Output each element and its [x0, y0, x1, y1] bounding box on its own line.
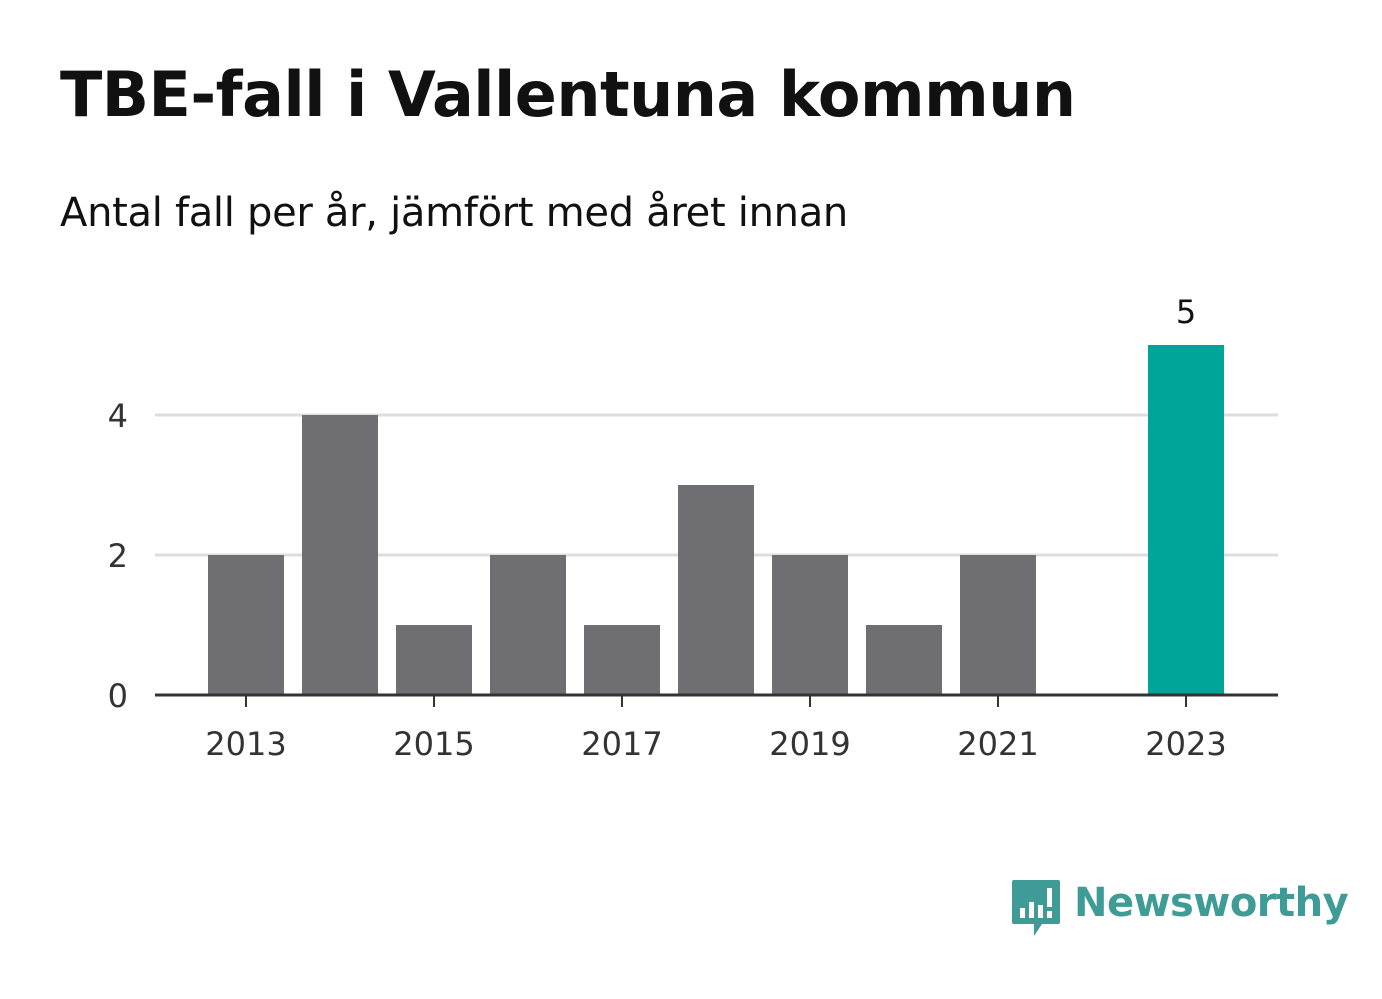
data-label: 5 [1176, 293, 1196, 331]
chart-subtitle: Antal fall per år, jämfört med året inna… [60, 190, 848, 236]
y-tick-label: 0 [108, 677, 128, 715]
bar [208, 555, 284, 694]
chart-title: TBE-fall i Vallentuna kommun [60, 58, 1076, 131]
x-tick-label: 2023 [1145, 725, 1226, 763]
x-tick-label: 2015 [393, 725, 474, 763]
newsworthy-logo-icon [1012, 880, 1060, 936]
bar [490, 555, 566, 694]
brand-name: Newsworthy [1074, 880, 1349, 926]
bar [678, 485, 754, 694]
bar [866, 625, 942, 694]
x-tick-label: 2021 [957, 725, 1038, 763]
bar [302, 415, 378, 694]
bar [960, 555, 1036, 694]
newsworthy-logo: Newsworthy [1010, 878, 1349, 940]
bar [1148, 345, 1224, 694]
bar-chart: 0 2 4 5 2013 2015 2017 2019 2021 2023 [108, 293, 1278, 763]
bar [772, 555, 848, 694]
bar [584, 625, 660, 694]
bar [396, 625, 472, 694]
x-tick-label: 2019 [769, 725, 850, 763]
y-tick-label: 2 [108, 537, 128, 575]
x-tick-label: 2013 [205, 725, 286, 763]
y-tick-label: 4 [108, 397, 128, 435]
x-tick-label: 2017 [581, 725, 662, 763]
